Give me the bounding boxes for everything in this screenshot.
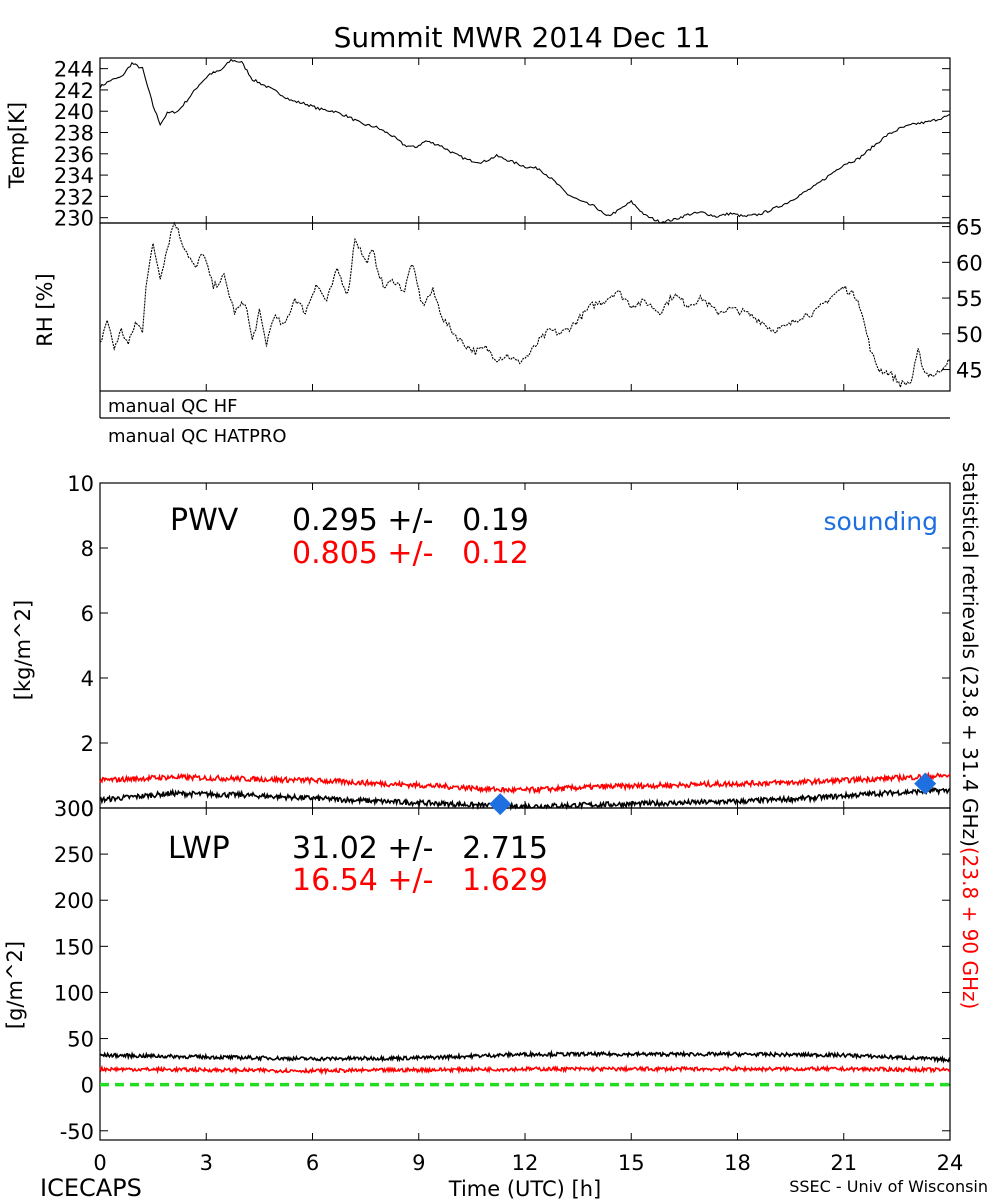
retrieval-label-red: (23.8 + 90 GHz) [958,847,982,1009]
pwv-ytick-label-3: 6 [81,602,94,626]
xtick-label-1: 3 [200,1151,213,1175]
lwp-series-0 [99,1049,951,1064]
pwv-ytick-label-0: 0 [81,797,94,821]
lwp-ytick-label-0: -50 [60,1120,94,1144]
lwp-series-1 [99,1064,951,1076]
pwv-name: PWV [170,503,239,538]
temp-ylabel: Temp[K] [5,102,29,189]
lwp-ytick-label-4: 150 [54,935,94,959]
xtick-label-2: 6 [306,1151,319,1175]
temp-ytick-label-5: 240 [54,100,94,124]
lwp-stats-red: 16.54 +/- 1.629 [292,863,548,898]
pwv-ytick-label-2: 4 [81,667,94,691]
pwv-series-1 [99,771,951,795]
pwv-ylabel: [kg/m^2] [11,600,35,700]
footer-right: SSEC - Univ of Wisconsin [789,1177,988,1196]
lwp-stats-black: 31.02 +/- 2.715 [292,831,548,866]
rh-ytick-label-1: 50 [956,323,983,347]
lwp-ytick-label-1: 0 [81,1074,94,1098]
xtick-label-8: 24 [937,1151,964,1175]
xtick-label-6: 18 [724,1151,751,1175]
pwv-stats-red: 0.805 +/- 0.12 [292,536,529,571]
xtick-label-3: 9 [412,1151,425,1175]
footer-left: ICECAPS [40,1174,142,1200]
xtick-label-0: 0 [93,1151,106,1175]
lwp-ytick-label-7: 300 [54,797,94,821]
temp-ytick-label-6: 242 [54,79,94,103]
temp-ytick-label-7: 244 [54,58,94,82]
xtick-label-7: 21 [830,1151,857,1175]
lwp-ytick-label-3: 100 [54,981,94,1005]
sounding-point-0 [489,793,512,816]
temp-panel-frame [99,57,951,224]
temp-ytick-label-0: 230 [54,207,94,231]
lwp-ytick-label-5: 200 [54,889,94,913]
rh-ytick-label-0: 45 [956,359,983,383]
temp-ytick-label-3: 236 [54,143,94,167]
sounding-label: sounding [823,507,938,536]
rh-ytick-label-4: 65 [956,216,983,240]
rh-ytick-label-2: 55 [956,287,983,311]
temp-ytick-label-4: 238 [54,122,94,146]
xtick-label-5: 15 [618,1151,645,1175]
lwp-ylabel: [g/m^2] [3,941,27,1029]
pwv-stats-black: 0.295 +/- 0.19 [292,503,529,538]
retrieval-label-black: statistical retrievals (23.8 + 31.4 GHz) [958,462,982,847]
rh-ytick-label-3: 60 [956,251,983,275]
lwp-ytick-label-6: 250 [54,843,94,867]
lwp-ytick-label-2: 50 [67,1028,94,1052]
rh-panel-frame [99,222,951,392]
pwv-ytick-label-5: 10 [67,472,94,496]
rh-ylabel: RH [%] [33,273,57,346]
rh-series-0 [99,221,951,390]
retrieval-label: statistical retrievals (23.8 + 31.4 GHz)… [958,462,982,1009]
pwv-ytick-label-4: 8 [81,537,94,561]
sounding-point-1 [914,772,937,795]
qc-label-hatpro: manual QC HATPRO [108,426,287,447]
temp-ytick-label-1: 232 [54,185,94,209]
xtick-label-4: 12 [512,1151,539,1175]
temp-ytick-label-2: 234 [54,164,94,188]
chart-title: Summit MWR 2014 Dec 11 [334,21,711,54]
lwp-name: LWP [168,831,230,866]
x-axis-label: Time (UTC) [h] [448,1177,601,1200]
temp-series-0 [99,58,951,224]
pwv-ytick-label-1: 2 [81,732,94,756]
qc-label-hf: manual QC HF [108,396,237,417]
